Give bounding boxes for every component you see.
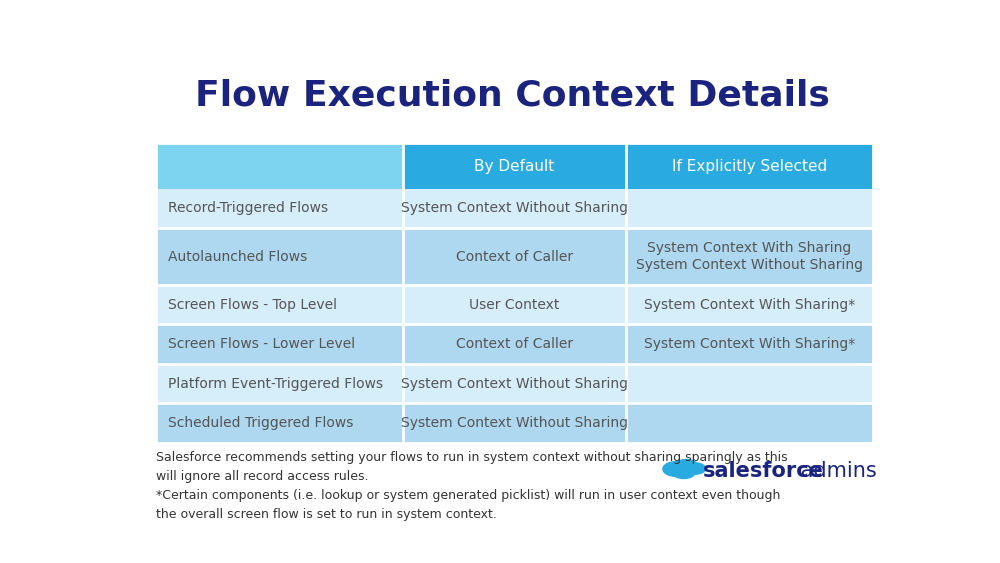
Circle shape <box>685 463 705 474</box>
Bar <box>156 189 403 228</box>
Bar <box>403 228 626 285</box>
Bar <box>626 324 873 364</box>
Text: System Context Without Sharing: System Context Without Sharing <box>401 377 628 391</box>
Bar <box>626 364 873 403</box>
Text: System Context With Sharing*: System Context With Sharing* <box>644 337 855 351</box>
Circle shape <box>672 466 695 479</box>
Bar <box>626 144 873 189</box>
Text: admins: admins <box>794 461 877 481</box>
Bar <box>156 144 403 189</box>
Text: System Context Without Sharing: System Context Without Sharing <box>401 416 628 430</box>
Text: Salesforce recommends setting your flows to run in system context without sharin: Salesforce recommends setting your flows… <box>156 451 788 521</box>
Bar <box>626 228 873 285</box>
Bar <box>626 403 873 443</box>
Bar <box>156 364 403 403</box>
Bar <box>403 285 626 324</box>
Text: Flow Execution Context Details: Flow Execution Context Details <box>195 79 830 113</box>
Bar <box>156 403 403 443</box>
Bar <box>403 144 626 189</box>
Text: If Explicitly Selected: If Explicitly Selected <box>672 159 827 173</box>
Bar <box>403 324 626 364</box>
Text: salesforce: salesforce <box>702 461 823 481</box>
Bar <box>156 228 403 285</box>
Text: Autolaunched Flows: Autolaunched Flows <box>168 249 307 263</box>
Text: System Context With Sharing
System Context Without Sharing: System Context With Sharing System Conte… <box>636 242 863 272</box>
Bar <box>156 285 403 324</box>
Text: Record-Triggered Flows: Record-Triggered Flows <box>168 202 328 216</box>
Text: By Default: By Default <box>474 159 555 173</box>
Circle shape <box>663 462 689 476</box>
Text: Screen Flows - Lower Level: Screen Flows - Lower Level <box>168 337 355 351</box>
Bar <box>156 324 403 364</box>
Bar <box>403 364 626 403</box>
Text: Context of Caller: Context of Caller <box>456 249 573 263</box>
Text: Context of Caller: Context of Caller <box>456 337 573 351</box>
Bar <box>403 403 626 443</box>
Text: System Context Without Sharing: System Context Without Sharing <box>401 202 628 216</box>
Bar <box>626 285 873 324</box>
Text: User Context: User Context <box>469 298 560 312</box>
Text: Scheduled Triggered Flows: Scheduled Triggered Flows <box>168 416 353 430</box>
Bar <box>626 189 873 228</box>
Text: Screen Flows - Top Level: Screen Flows - Top Level <box>168 298 337 312</box>
Bar <box>403 189 626 228</box>
Text: System Context With Sharing*: System Context With Sharing* <box>644 298 855 312</box>
Text: Platform Event-Triggered Flows: Platform Event-Triggered Flows <box>168 377 383 391</box>
Circle shape <box>674 459 698 472</box>
